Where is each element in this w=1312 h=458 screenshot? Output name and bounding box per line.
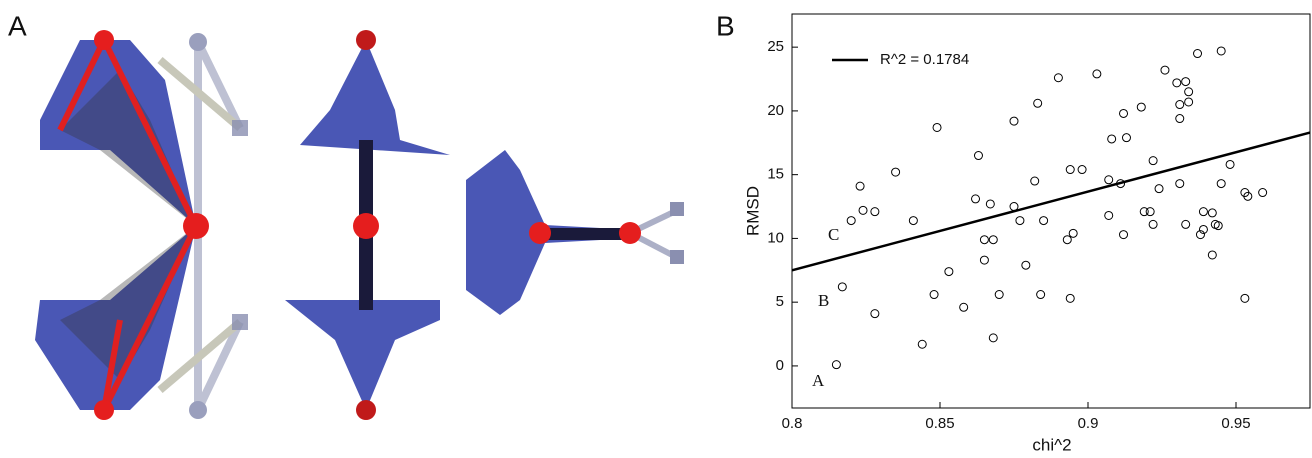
x-tick-label: 0.8 bbox=[782, 415, 803, 432]
point bbox=[1175, 179, 1185, 189]
point bbox=[973, 151, 983, 161]
point bbox=[1077, 165, 1087, 175]
point bbox=[1148, 156, 1158, 166]
point bbox=[1033, 98, 1043, 108]
point bbox=[870, 207, 880, 217]
point bbox=[1198, 207, 1208, 217]
point bbox=[1065, 293, 1075, 303]
point bbox=[1207, 250, 1217, 260]
point bbox=[979, 235, 989, 245]
point bbox=[988, 235, 998, 245]
point bbox=[1030, 176, 1040, 186]
point bbox=[1213, 221, 1223, 231]
point bbox=[994, 290, 1004, 300]
point bbox=[858, 205, 868, 215]
point bbox=[1009, 202, 1019, 212]
point bbox=[1039, 216, 1049, 226]
point bbox=[1009, 116, 1019, 126]
point bbox=[1136, 102, 1146, 112]
point bbox=[1119, 230, 1129, 240]
panel-label: B bbox=[716, 10, 735, 41]
y-tick-label: 10 bbox=[767, 229, 784, 246]
y-tick-label: 25 bbox=[767, 38, 784, 55]
y-axis-label: RMSD bbox=[743, 186, 762, 236]
annotation: A bbox=[812, 371, 825, 390]
point bbox=[831, 360, 841, 370]
y-tick-label: 15 bbox=[767, 166, 784, 183]
point bbox=[1104, 210, 1114, 220]
point bbox=[1068, 228, 1078, 238]
point bbox=[1216, 179, 1226, 189]
point bbox=[1160, 65, 1170, 75]
point bbox=[971, 194, 981, 204]
point bbox=[1107, 134, 1117, 144]
point bbox=[1216, 46, 1226, 56]
point bbox=[908, 216, 918, 226]
point bbox=[1207, 208, 1217, 218]
point bbox=[855, 181, 865, 191]
point bbox=[917, 339, 927, 349]
legend-label: R^2 = 0.1784 bbox=[880, 51, 969, 68]
regression-line bbox=[791, 131, 1311, 272]
point bbox=[1240, 293, 1250, 303]
point bbox=[1015, 216, 1025, 226]
point bbox=[985, 199, 995, 209]
point bbox=[929, 290, 939, 300]
structure-images bbox=[35, 30, 684, 420]
point bbox=[979, 255, 989, 265]
point bbox=[1053, 73, 1063, 83]
x-tick-label: 0.95 bbox=[1221, 415, 1250, 432]
point bbox=[1184, 87, 1194, 97]
point bbox=[1175, 100, 1185, 110]
point bbox=[1036, 290, 1046, 300]
x-tick-label: 0.9 bbox=[1078, 415, 1099, 432]
panel-label: A bbox=[8, 10, 27, 41]
point bbox=[932, 122, 942, 132]
point bbox=[1092, 69, 1102, 79]
point bbox=[1181, 219, 1191, 229]
point bbox=[1139, 207, 1149, 217]
point bbox=[891, 167, 901, 177]
point bbox=[1154, 184, 1164, 194]
point bbox=[1195, 230, 1205, 240]
point bbox=[1184, 97, 1194, 107]
x-axis-label: chi^2 bbox=[1032, 435, 1071, 454]
point bbox=[1065, 165, 1075, 175]
point bbox=[1145, 207, 1155, 217]
y-tick-label: 20 bbox=[767, 102, 784, 119]
point bbox=[1243, 191, 1253, 201]
point bbox=[870, 309, 880, 319]
y-tick-label: 0 bbox=[776, 357, 784, 374]
point bbox=[1116, 179, 1126, 189]
point bbox=[1181, 77, 1191, 87]
plot-frame bbox=[791, 13, 1311, 409]
point bbox=[988, 333, 998, 343]
annotation: B bbox=[818, 291, 829, 310]
point bbox=[1121, 133, 1131, 143]
point bbox=[1062, 235, 1072, 245]
point bbox=[1148, 219, 1158, 229]
point bbox=[944, 267, 954, 277]
point bbox=[1021, 260, 1031, 270]
point bbox=[1225, 159, 1235, 169]
point bbox=[846, 216, 856, 226]
point bbox=[959, 302, 969, 312]
annotation: C bbox=[828, 225, 839, 244]
x-tick-label: 0.85 bbox=[925, 415, 954, 432]
point bbox=[1175, 114, 1185, 124]
point bbox=[1193, 49, 1203, 59]
point bbox=[1198, 224, 1208, 234]
point bbox=[1119, 108, 1129, 118]
point bbox=[1172, 78, 1182, 88]
y-tick-label: 5 bbox=[776, 293, 784, 310]
point bbox=[1258, 188, 1268, 198]
point bbox=[1104, 175, 1114, 185]
point bbox=[837, 282, 847, 292]
